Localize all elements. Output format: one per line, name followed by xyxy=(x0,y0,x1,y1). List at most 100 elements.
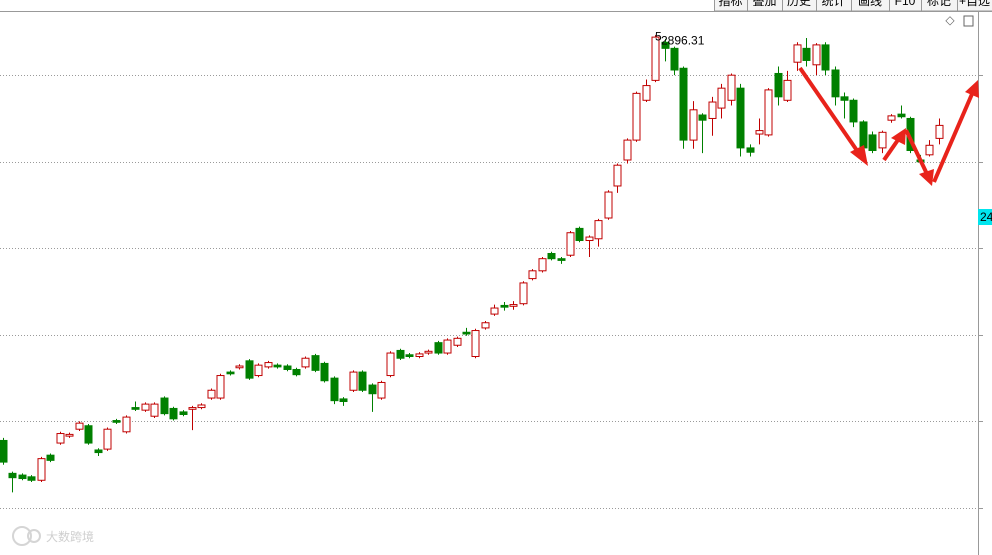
candle-body xyxy=(207,389,216,399)
candle-body xyxy=(557,258,566,261)
candle-body xyxy=(415,353,424,357)
candle-body xyxy=(935,124,944,139)
candle-body xyxy=(311,355,320,371)
candle-body xyxy=(831,69,840,98)
candle-body xyxy=(604,191,613,219)
candle-body xyxy=(37,458,46,481)
candle-body xyxy=(443,339,452,354)
candle-body xyxy=(18,474,27,480)
candle-body xyxy=(150,403,159,417)
toolbar-button-label[interactable]: 历史 xyxy=(787,0,811,8)
candle-body xyxy=(661,41,670,49)
candle-body xyxy=(330,377,339,402)
candle-body xyxy=(755,130,764,135)
toolbar-button[interactable] xyxy=(957,0,992,12)
candle-body xyxy=(377,381,386,399)
candle-body xyxy=(528,270,537,280)
candle-body xyxy=(840,96,849,101)
candle-body xyxy=(65,433,74,437)
candle-body xyxy=(216,375,225,399)
candle-body xyxy=(925,144,934,156)
candle-body xyxy=(405,354,414,357)
candle-body xyxy=(358,371,367,391)
watermark-logo xyxy=(12,526,32,546)
toolbar-button-label[interactable]: 指标 xyxy=(718,0,742,8)
candle-body xyxy=(623,139,632,161)
candle-body xyxy=(197,404,206,409)
candle-body xyxy=(774,72,783,98)
candle-body xyxy=(462,331,471,335)
candle-body xyxy=(292,368,301,376)
watermark-logo xyxy=(27,529,41,543)
max-marker: 5 xyxy=(655,29,662,43)
candle-body xyxy=(339,398,348,403)
toolbar-button-label[interactable]: 统计 xyxy=(821,0,845,8)
candle-body xyxy=(301,357,310,368)
candle-body xyxy=(698,114,707,121)
toolbar-button-label[interactable]: 标记 xyxy=(927,0,951,8)
candle-body xyxy=(481,322,490,329)
candle-body xyxy=(8,472,17,479)
candle-body xyxy=(727,74,736,101)
candle-body xyxy=(131,407,140,410)
candle-body xyxy=(717,87,726,109)
candle-body xyxy=(651,36,660,81)
candle-body xyxy=(868,134,877,151)
candle-body xyxy=(793,44,802,63)
candle-body xyxy=(538,258,547,272)
max-label: 2896.31 xyxy=(661,33,705,47)
toolbar-button-label[interactable]: F10 xyxy=(895,0,916,8)
candle-body xyxy=(679,67,688,141)
toolbar-button-label[interactable]: +自选 xyxy=(959,0,990,8)
toolbar-button-label[interactable]: 叠加 xyxy=(752,0,776,8)
candle-body xyxy=(500,304,509,308)
candle-body xyxy=(859,121,868,149)
candle-body xyxy=(708,101,717,119)
price-tag: 24 xyxy=(980,210,992,224)
candle-body xyxy=(160,397,169,415)
candle-body xyxy=(764,89,773,136)
candle-body xyxy=(642,85,651,101)
candle-body xyxy=(254,364,263,377)
candle-body xyxy=(849,99,858,123)
candle-body xyxy=(112,420,121,423)
arrowhead xyxy=(850,145,868,166)
candle-body xyxy=(46,454,55,461)
toolbar-button-label[interactable]: 画线 xyxy=(858,0,882,8)
candle-body xyxy=(783,79,792,101)
candle-body xyxy=(736,87,745,149)
icon-window[interactable] xyxy=(963,15,974,27)
arrow xyxy=(932,93,974,183)
candle-body xyxy=(103,428,112,450)
icon-diamond[interactable]: ◇ xyxy=(945,13,955,27)
arrow xyxy=(798,66,860,154)
candle-body xyxy=(575,227,584,242)
arrowhead xyxy=(891,128,906,145)
arrowhead xyxy=(965,80,979,98)
candle-body xyxy=(802,47,811,61)
candle-body xyxy=(27,476,36,481)
candle-body xyxy=(0,439,8,463)
candle-body xyxy=(585,236,594,242)
candle-body xyxy=(670,47,679,71)
candle-body xyxy=(188,407,197,410)
candle-body xyxy=(490,307,499,315)
candle-body xyxy=(424,350,433,354)
candle-body xyxy=(547,252,556,260)
candle-body xyxy=(169,407,178,420)
candle-body xyxy=(283,365,292,370)
annotation-arrows xyxy=(798,66,979,186)
candle-body xyxy=(179,411,188,415)
watermark: 大数跨境 xyxy=(46,529,94,544)
candle-body xyxy=(122,416,131,433)
candle-body xyxy=(897,113,906,118)
candle-body xyxy=(632,92,641,141)
candle-body xyxy=(84,425,93,444)
candle-body xyxy=(94,449,103,454)
toolbar: 指标 叠加 历史 统计 画线 F10 标记 +自选 xyxy=(714,0,992,12)
candle-body xyxy=(746,147,755,153)
candle-body xyxy=(509,304,518,307)
candle-body xyxy=(453,337,462,346)
candle-body xyxy=(141,403,150,411)
